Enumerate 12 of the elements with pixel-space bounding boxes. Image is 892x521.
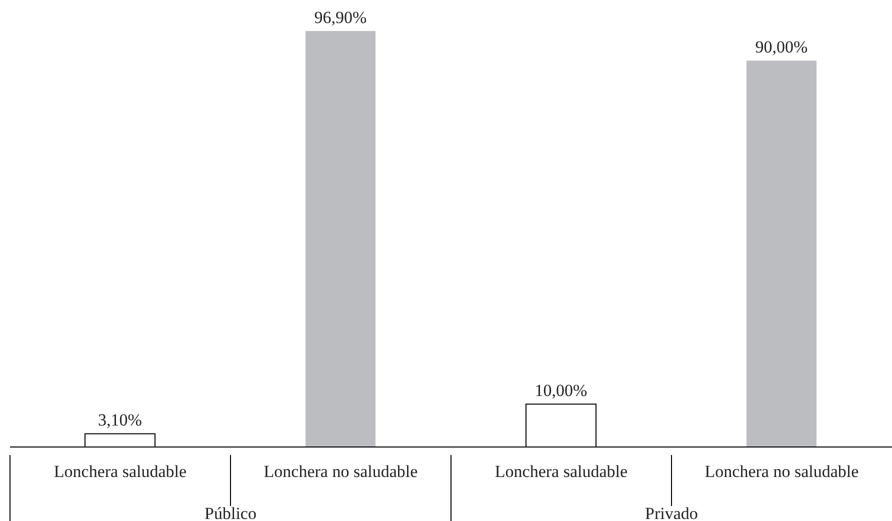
text: Privado <box>645 504 698 521</box>
bar <box>306 31 376 447</box>
bar <box>746 60 816 447</box>
data-label: 90,00% <box>755 38 808 57</box>
data-label: 96,90% <box>314 8 367 27</box>
text: Público <box>204 504 256 521</box>
x-tick-label: Lonchera saludable <box>54 462 187 481</box>
x-tick-label: Lonchera no saludable <box>704 462 859 481</box>
data-label: 10,00% <box>534 381 588 400</box>
x-tick-label: Lonchera saludable <box>494 462 628 481</box>
data-label: 3,10% <box>98 410 142 430</box>
x-tick-label: Lonchera no saludable <box>264 462 418 481</box>
